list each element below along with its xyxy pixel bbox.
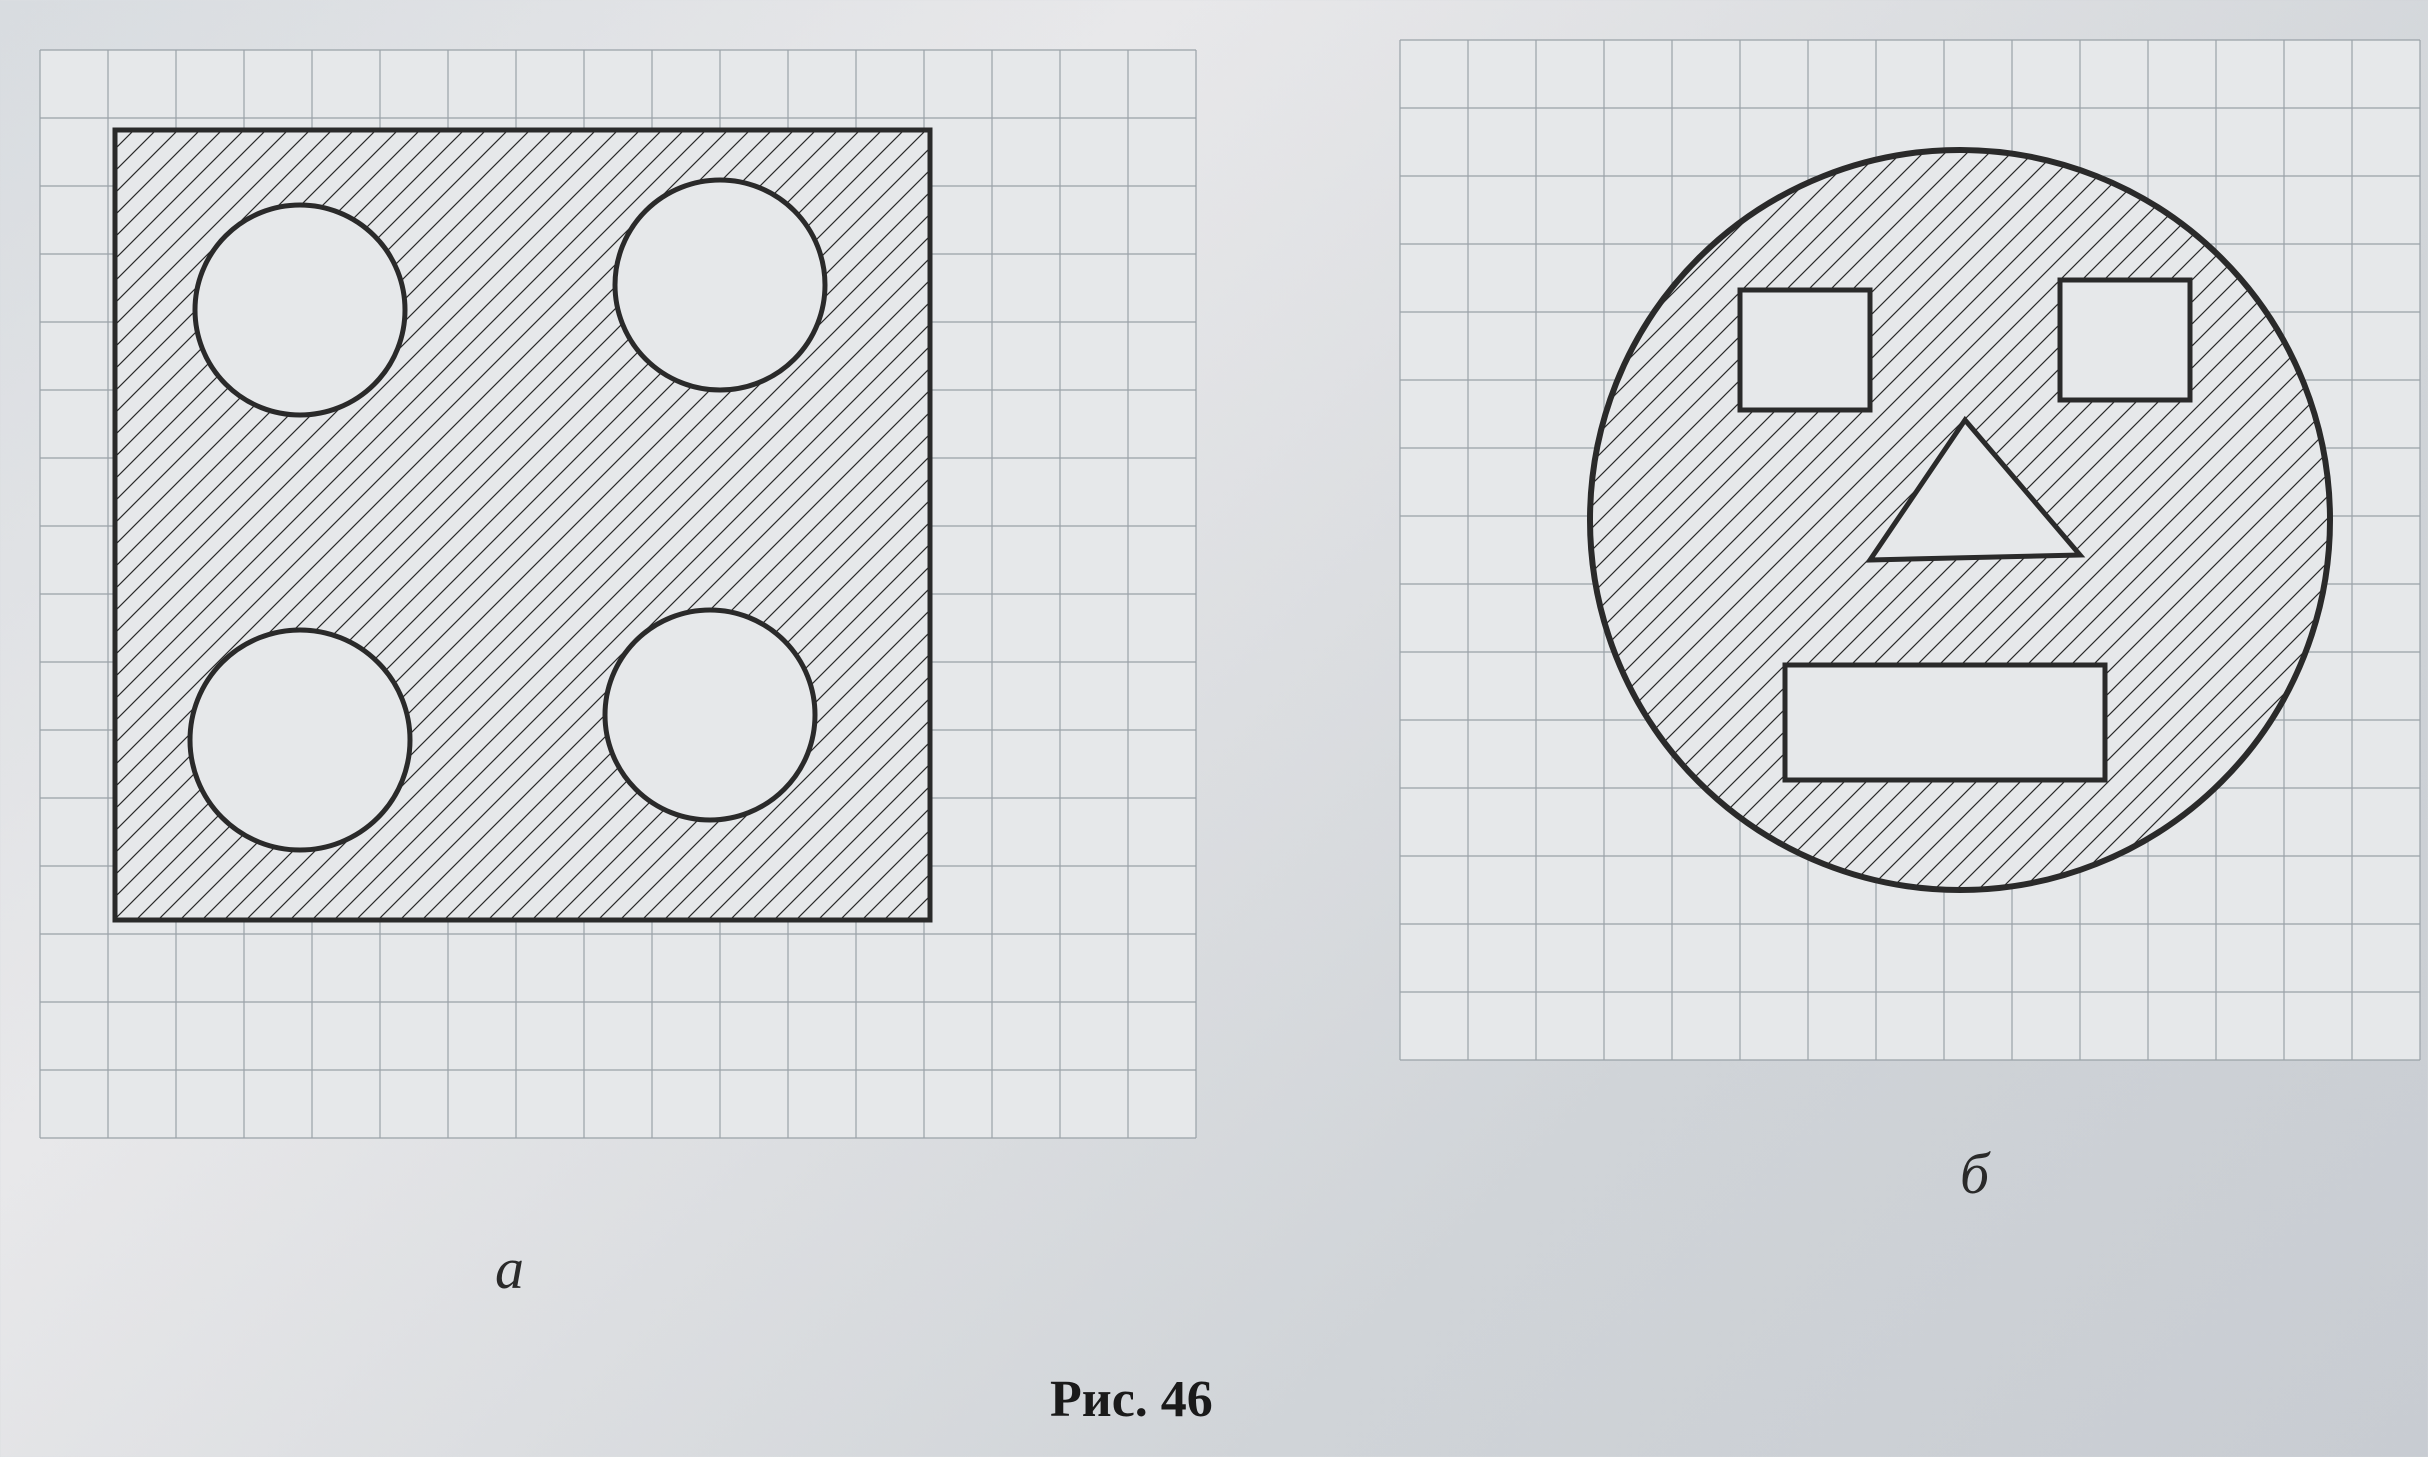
figure-b-diagram [1350, 0, 2428, 1100]
figure-a-shapes [115, 130, 930, 920]
page-container: а б Рис. 46 [0, 0, 2428, 1457]
figure-b-shapes [1590, 150, 2330, 890]
figure-a-label: а [495, 1235, 524, 1302]
figure-caption: Рис. 46 [1050, 1370, 1213, 1429]
figure-a-diagram [0, 0, 1200, 1200]
figure-b-label: б [1960, 1140, 1989, 1207]
